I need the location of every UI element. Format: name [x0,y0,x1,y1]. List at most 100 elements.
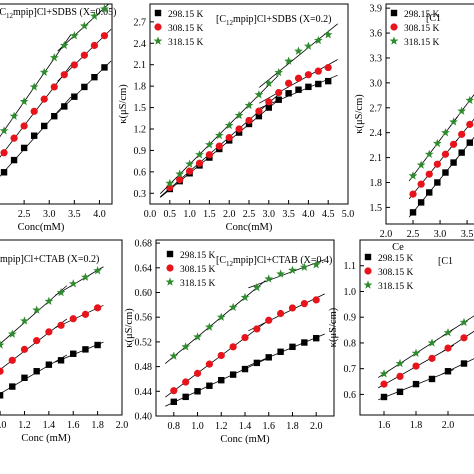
data-point [182,378,190,386]
y-tick-label: 2.1 [370,153,383,164]
data-point [314,67,322,75]
data-point [40,95,48,103]
data-point [45,328,53,336]
fit-line [0,285,68,345]
data-point [8,356,16,364]
legend-marker [154,23,162,31]
data-point [265,104,272,111]
data-point [466,120,474,128]
fit-line [408,139,458,200]
fit-line [408,157,458,218]
data-point [68,279,78,288]
y-tick-label: 1.0 [344,287,357,298]
x-tick-label: 2.5 [243,209,256,220]
legend-label: 298.15 K [168,10,204,20]
data-point [441,150,450,158]
data-point [214,130,224,140]
legend-marker [390,23,398,31]
plot-frame [0,239,123,416]
data-point [276,269,285,278]
data-point [170,387,178,395]
y-tick-label: 3.9 [370,4,383,15]
data-point [254,90,264,99]
y-tick-label: 2.7 [370,103,383,114]
data-point [217,351,225,360]
x-tick-label: 0.0 [144,209,157,220]
y-axis-label: κ(μS/cm) [328,307,339,347]
plot-frame [0,3,113,205]
fit-line [165,280,266,364]
chart-panel: 2.5 3.0 3.5 4.0 Conc(mM) [C12mpip]Cl+SDBS (X=… [0,3,117,233]
legend-label: 318.15 K [180,279,216,289]
plot-frame [359,239,474,416]
data-point [50,83,58,91]
data-point [458,149,465,156]
data-point [459,317,469,327]
data-point [444,368,452,375]
legend-label: 318.15 K [168,38,204,48]
data-point [182,393,189,401]
data-point [412,380,420,388]
data-point [255,107,263,115]
data-point [315,80,322,88]
x-tick-label: 2.0 [116,420,129,431]
x-tick-label: 1.8 [286,421,299,432]
x-tick-label: 3.0 [263,209,276,220]
y-axis-label: κ(μS/cm) [354,94,365,134]
data-point [301,339,308,346]
x-tick-label: 2.0 [223,209,236,220]
data-point [90,41,99,50]
x-tick-label: 1.0 [183,209,196,220]
data-point [51,112,58,120]
data-point [465,95,474,105]
chart-title: [C1 [438,256,453,267]
data-point [0,367,4,375]
data-point [299,262,309,271]
plot-area [165,259,325,407]
data-point [234,110,244,120]
x-tick-label: 4.0 [302,209,315,220]
legend-marker [364,253,372,261]
data-point [100,32,109,40]
data-point [255,112,263,120]
fit-line [248,333,325,367]
y-tick-label: 0.9 [344,313,357,324]
data-point [70,350,77,357]
data-point [195,159,204,167]
x-tick-label: 2.0 [442,420,455,431]
chart-title: mpip]Cl+CTAB (X=0.2) [0,254,99,265]
x-tick-label: 1.5 [203,209,216,220]
data-point [304,41,313,50]
data-point [29,82,39,91]
data-point [193,332,202,341]
y-tick-label: 0.60 [135,288,153,299]
data-point [193,369,202,377]
data-point [45,361,53,368]
data-point [253,359,261,367]
data-point [245,116,253,125]
x-axis-label: Conc (mM) [220,434,270,445]
legend-marker [389,36,399,45]
legend-label: 308.15 K [180,265,216,275]
data-point [275,88,283,97]
chart-panel: 1.6 1.8 2.0 0.6 0.7 0.8 0.9 1.0 1.1 κ(μS/cm) [C1 29… [328,239,474,431]
data-point [94,304,102,312]
chart-panel: 1.0 1.2 1.4 1.6 1.8 2.0 Conc (mM) mpip]Cl+CTAB … [0,239,129,444]
x-tick-label: 0.8 [168,421,181,432]
data-point [9,111,19,120]
data-point [205,151,213,159]
data-point [294,74,303,82]
data-point [458,130,466,138]
y-tick-label: 0.40 [135,412,153,423]
legend-label: 298.15 K [180,251,216,261]
x-axis-label: Ce [392,242,404,253]
chart-title: [C12mpip]Cl+CTAB (X=0.4) [216,255,332,268]
data-point [94,341,101,349]
data-point [241,365,249,373]
data-point [20,316,29,325]
data-point [224,120,234,130]
data-point [275,96,282,103]
x-tick-label: 1.4 [43,420,56,431]
data-point [409,190,417,198]
data-point [289,343,296,351]
